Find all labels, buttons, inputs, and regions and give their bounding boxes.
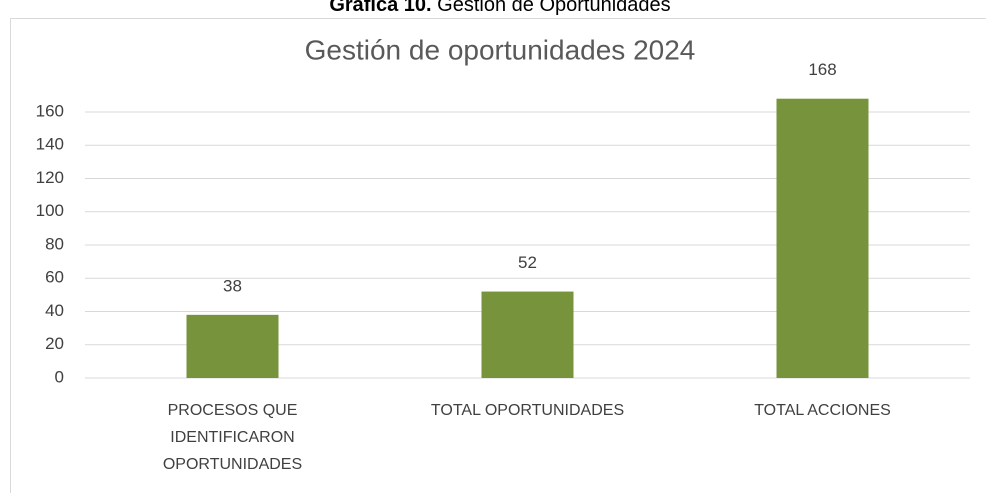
x-tick-label: PROCESOS QUE IDENTIFICARON OPORTUNIDADES [162, 402, 303, 473]
caption-text: Gestión de Oportunidades [437, 0, 671, 16]
x-tick-label: TOTAL ACCIONES [754, 402, 891, 419]
bar [481, 291, 574, 378]
caption-label: Gráfica 10. [329, 0, 431, 16]
chart-title: Gestión de oportunidades 2024 [305, 34, 696, 65]
y-tick-label: 120 [36, 168, 64, 187]
data-label: 168 [808, 60, 836, 79]
y-tick-label: 140 [36, 135, 64, 154]
y-tick-label: 60 [45, 268, 64, 287]
bar [776, 98, 869, 378]
caption: Gráfica 10. Gestión de Oportunidades [329, 0, 670, 16]
y-tick-label: 20 [45, 334, 64, 353]
x-tick-label: TOTAL OPORTUNIDADES [430, 402, 625, 419]
data-label: 52 [518, 253, 537, 272]
y-tick-label: 80 [45, 234, 64, 253]
y-tick-label: 100 [36, 201, 64, 220]
y-tick-label: 160 [36, 101, 64, 120]
y-tick-label: 40 [45, 301, 64, 320]
bar [186, 314, 279, 378]
y-tick-label: 0 [55, 367, 64, 386]
data-label: 38 [223, 276, 242, 295]
